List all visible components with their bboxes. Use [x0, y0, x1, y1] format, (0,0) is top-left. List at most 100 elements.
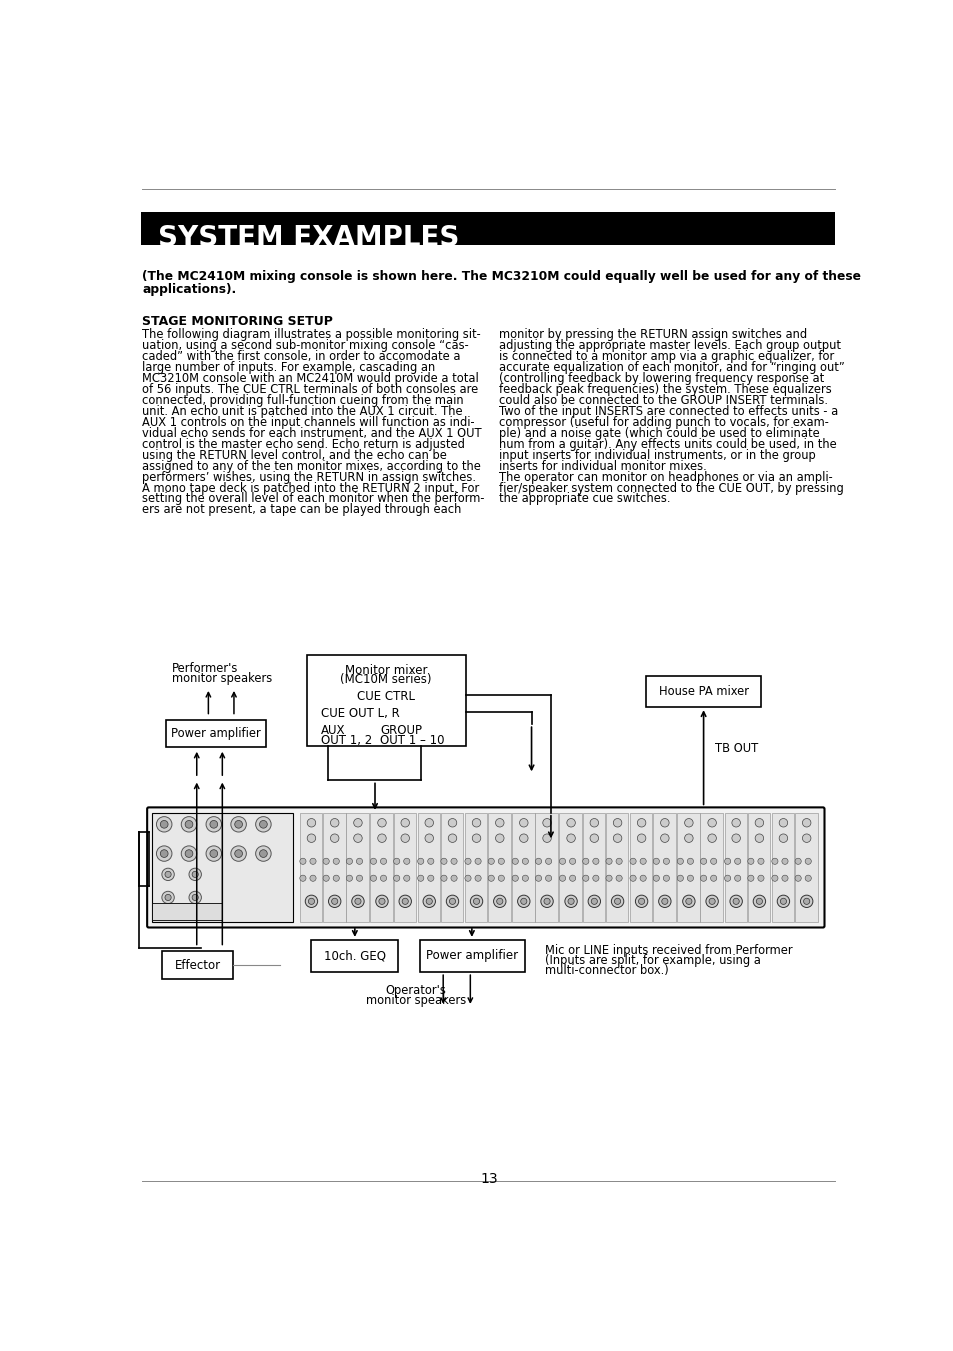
- Bar: [771, 813, 794, 923]
- Text: SYSTEM EXAMPLES: SYSTEM EXAMPLES: [158, 224, 459, 253]
- Bar: [535, 813, 558, 923]
- Circle shape: [613, 819, 621, 827]
- Circle shape: [637, 819, 645, 827]
- Bar: [723, 813, 746, 923]
- Text: CUE OUT L, R: CUE OUT L, R: [320, 708, 399, 720]
- Circle shape: [757, 875, 763, 881]
- Circle shape: [519, 819, 528, 827]
- Text: monitor speakers: monitor speakers: [172, 671, 272, 685]
- Circle shape: [653, 858, 659, 865]
- Circle shape: [592, 875, 598, 881]
- Text: uation, using a second sub-monitor mixing console “cas-: uation, using a second sub-monitor mixin…: [142, 339, 469, 353]
- Circle shape: [710, 858, 716, 865]
- Bar: [605, 813, 628, 923]
- Bar: [141, 212, 835, 246]
- Circle shape: [686, 858, 693, 865]
- Circle shape: [305, 896, 317, 908]
- Circle shape: [616, 875, 621, 881]
- Circle shape: [519, 834, 528, 843]
- Circle shape: [566, 819, 575, 827]
- Circle shape: [545, 858, 551, 865]
- Circle shape: [535, 858, 541, 865]
- Bar: [464, 813, 487, 923]
- Bar: [629, 813, 652, 923]
- Circle shape: [448, 834, 456, 843]
- Text: The operator can monitor on headphones or via an ampli-: The operator can monitor on headphones o…: [498, 470, 832, 484]
- Bar: [166, 720, 266, 747]
- Text: performers’ wishes, using the RETURN in assign switches.: performers’ wishes, using the RETURN in …: [142, 470, 476, 484]
- Circle shape: [629, 875, 636, 881]
- Bar: [747, 813, 769, 923]
- Circle shape: [472, 819, 480, 827]
- Circle shape: [352, 896, 364, 908]
- Circle shape: [781, 875, 787, 881]
- Circle shape: [185, 820, 193, 828]
- Text: STAGE MONITORING SETUP: STAGE MONITORING SETUP: [142, 315, 333, 327]
- Text: CUE CTRL: CUE CTRL: [356, 690, 415, 704]
- Circle shape: [299, 858, 306, 865]
- Text: TB OUT: TB OUT: [715, 742, 758, 755]
- Text: Effector: Effector: [174, 959, 220, 971]
- Text: (MC10M series): (MC10M series): [339, 673, 431, 686]
- Text: caded” with the first console, in order to accomodate a: caded” with the first console, in order …: [142, 350, 460, 363]
- Text: applications).: applications).: [142, 282, 236, 296]
- Bar: [152, 902, 221, 920]
- Text: of 56 inputs. The CUE CTRL terminals of both consoles are: of 56 inputs. The CUE CTRL terminals of …: [142, 384, 478, 396]
- Bar: [346, 813, 369, 923]
- Text: ers are not present, a tape can be played through each: ers are not present, a tape can be playe…: [142, 504, 461, 516]
- Circle shape: [417, 858, 423, 865]
- Circle shape: [780, 898, 785, 904]
- Circle shape: [497, 898, 502, 904]
- Circle shape: [449, 898, 456, 904]
- Circle shape: [333, 875, 339, 881]
- Circle shape: [639, 858, 645, 865]
- Bar: [394, 813, 416, 923]
- Circle shape: [734, 875, 740, 881]
- Circle shape: [497, 858, 504, 865]
- Bar: [311, 940, 397, 973]
- Text: Operator's: Operator's: [385, 984, 446, 997]
- Circle shape: [160, 850, 168, 858]
- Bar: [419, 940, 524, 973]
- Circle shape: [231, 846, 246, 862]
- Circle shape: [464, 858, 471, 865]
- Bar: [162, 951, 233, 979]
- Circle shape: [747, 875, 753, 881]
- Circle shape: [567, 898, 574, 904]
- Text: input inserts for individual instruments, or in the group: input inserts for individual instruments…: [498, 449, 815, 462]
- Circle shape: [613, 834, 621, 843]
- Circle shape: [732, 898, 739, 904]
- Circle shape: [779, 819, 787, 827]
- Circle shape: [377, 834, 386, 843]
- Circle shape: [662, 858, 669, 865]
- Text: connected, providing full-function cueing from the main: connected, providing full-function cuein…: [142, 394, 464, 407]
- Circle shape: [729, 896, 741, 908]
- Circle shape: [323, 858, 329, 865]
- Circle shape: [635, 896, 647, 908]
- Circle shape: [710, 875, 716, 881]
- Circle shape: [475, 858, 480, 865]
- Circle shape: [771, 858, 778, 865]
- Bar: [323, 813, 345, 923]
- Text: Monitor mixer: Monitor mixer: [344, 665, 427, 677]
- Circle shape: [731, 834, 740, 843]
- Circle shape: [582, 858, 588, 865]
- Bar: [370, 813, 393, 923]
- Circle shape: [777, 896, 789, 908]
- Circle shape: [757, 858, 763, 865]
- Circle shape: [723, 858, 730, 865]
- Circle shape: [189, 892, 201, 904]
- Circle shape: [346, 875, 353, 881]
- Text: AUX 1 controls on the input channels will function as indi-: AUX 1 controls on the input channels wil…: [142, 416, 475, 428]
- Circle shape: [162, 892, 174, 904]
- Text: The following diagram illustrates a possible monitoring sit-: The following diagram illustrates a poss…: [142, 328, 480, 342]
- Circle shape: [356, 875, 362, 881]
- Circle shape: [448, 819, 456, 827]
- Circle shape: [380, 858, 386, 865]
- Text: fier/speaker system connected to the CUE OUT, by pressing: fier/speaker system connected to the CUE…: [498, 481, 842, 494]
- Text: vidual echo sends for each instrument, and the AUX 1 OUT: vidual echo sends for each instrument, a…: [142, 427, 481, 440]
- Circle shape: [307, 819, 315, 827]
- Bar: [700, 813, 722, 923]
- Bar: [582, 813, 604, 923]
- Circle shape: [542, 834, 551, 843]
